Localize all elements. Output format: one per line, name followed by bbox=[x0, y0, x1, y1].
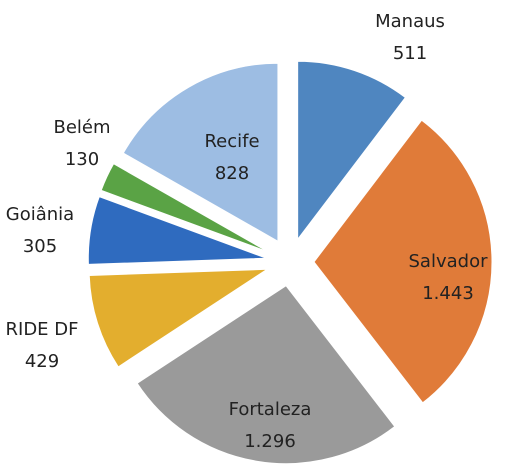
pie-slice bbox=[297, 60, 407, 241]
slice-label: Fortaleza bbox=[229, 399, 312, 420]
pie-slice bbox=[87, 196, 267, 265]
slice-value: 828 bbox=[215, 163, 249, 184]
slice-label: Recife bbox=[204, 131, 259, 152]
pie-slice bbox=[136, 284, 396, 465]
pie-slice bbox=[122, 62, 279, 243]
slice-label: Belém bbox=[53, 117, 110, 138]
slice-label: RIDE DF bbox=[6, 319, 79, 340]
slice-value: 1.443 bbox=[422, 283, 474, 304]
slice-label: Goiânia bbox=[6, 204, 74, 225]
slice-value: 511 bbox=[393, 43, 427, 64]
pie-slice bbox=[100, 163, 269, 253]
slice-value: 429 bbox=[25, 351, 59, 372]
pie-slice bbox=[88, 268, 269, 368]
slice-value: 305 bbox=[23, 236, 57, 257]
slice-value: 130 bbox=[65, 149, 99, 170]
slice-value: 1.296 bbox=[244, 431, 296, 452]
pie-slice bbox=[313, 119, 493, 404]
slice-label: Manaus bbox=[375, 11, 445, 32]
slice-label: Salvador bbox=[409, 251, 489, 272]
